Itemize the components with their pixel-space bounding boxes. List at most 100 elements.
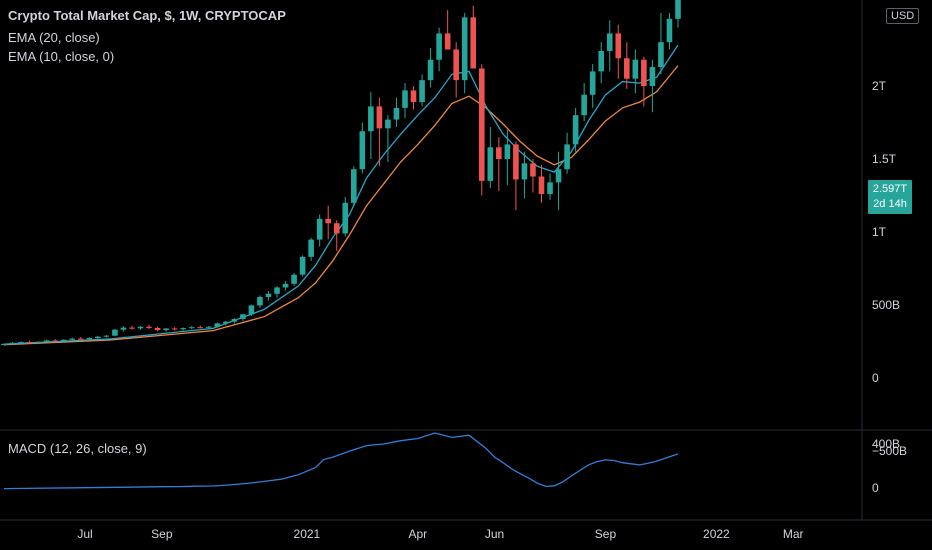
candle (342, 196, 349, 237)
price-axis-label: 500B (872, 298, 900, 312)
candle (308, 237, 314, 262)
price-axis-label: 0 (872, 371, 879, 385)
time-axis-label: 2021 (294, 527, 321, 541)
candle (530, 159, 536, 193)
candle (95, 335, 101, 339)
candle (316, 214, 323, 247)
candle (52, 339, 58, 342)
candle (615, 24, 622, 79)
candle (69, 337, 76, 341)
candle (453, 42, 459, 98)
time-axis-label: Apr (408, 527, 427, 541)
candle-body (624, 58, 630, 79)
candle-body (43, 340, 50, 342)
candle-body (649, 67, 656, 86)
candle (120, 326, 127, 332)
macd-line (3, 432, 679, 490)
currency-badge[interactable]: USD (886, 8, 920, 24)
candle (444, 10, 451, 50)
last-price-value: 2.597T (872, 183, 908, 195)
candle (112, 328, 118, 337)
price-axis-label: −500B (872, 444, 907, 458)
candle-body (342, 202, 349, 234)
grid-lines (0, 0, 932, 521)
candle-body (197, 327, 204, 329)
candle (572, 107, 579, 152)
candle (496, 137, 502, 192)
candle-body (103, 335, 110, 337)
candle (26, 340, 33, 344)
time-axis-label: Sep (151, 527, 173, 541)
candle (385, 115, 391, 162)
last-price-tag: 2.597T 2d 14h (868, 180, 912, 214)
candle-body (538, 176, 545, 195)
time-axis-label: Sep (595, 527, 617, 541)
candle-body (214, 323, 221, 327)
candle-body (95, 336, 101, 338)
candle-body (171, 328, 178, 330)
candle-body (410, 90, 417, 103)
candle (487, 126, 494, 189)
macd-legend[interactable]: MACD (12, 26, close, 9) (8, 441, 147, 456)
candle-body (572, 115, 579, 145)
macd-axis[interactable]: 400B 0 (872, 437, 900, 495)
candle-body (77, 338, 84, 340)
candle-body (223, 321, 229, 324)
candle (513, 141, 519, 211)
candle-body (316, 218, 323, 240)
chart-title[interactable]: Crypto Total Market Cap, $, 1W, CRYPTOCA… (8, 8, 286, 23)
candle (163, 327, 169, 332)
candle-body (18, 342, 24, 344)
candle (478, 64, 485, 196)
candle (146, 324, 152, 329)
candle (325, 205, 332, 240)
candle (606, 20, 613, 72)
candle-body (666, 18, 673, 43)
candle (18, 341, 24, 344)
candle-body (26, 342, 33, 344)
time-axis[interactable]: Jul Sep 2021 Apr Jun Sep 2022 Mar (77, 527, 803, 541)
candle-body (291, 274, 297, 284)
candle (666, 13, 673, 50)
candle (35, 341, 41, 344)
candle-body (385, 119, 391, 129)
candle-body (606, 33, 613, 51)
candle-body (86, 337, 93, 340)
candle-body (240, 314, 246, 320)
candle-body (9, 342, 16, 344)
candle-body (658, 42, 664, 68)
candle-body (470, 17, 477, 69)
candle (223, 320, 229, 326)
candle (231, 318, 238, 324)
candle (632, 49, 639, 94)
candle-body (436, 33, 442, 60)
candle (137, 326, 144, 330)
ema20-legend[interactable]: EMA (20, close) (8, 30, 100, 45)
candle (248, 304, 255, 316)
candle-body (137, 326, 144, 329)
candle (265, 291, 272, 301)
candle-body (35, 341, 41, 343)
candle-body (530, 163, 536, 177)
candle-body (419, 80, 425, 103)
candle (86, 337, 93, 341)
candle (129, 325, 135, 330)
candle (538, 164, 545, 203)
candle (564, 132, 570, 174)
candle (282, 280, 289, 291)
ema20-line (3, 65, 679, 346)
candle (436, 27, 442, 72)
candle (368, 91, 374, 159)
candle (393, 97, 400, 127)
candle-body (188, 327, 195, 329)
time-axis-label: Mar (783, 527, 804, 541)
ema10-legend[interactable]: EMA (10, close, 0) (8, 49, 115, 64)
time-axis-label: 2022 (703, 527, 730, 541)
candle-body (52, 340, 58, 342)
candle (274, 286, 280, 298)
candle-body (299, 256, 306, 275)
candle (470, 5, 477, 69)
candle (188, 326, 195, 330)
